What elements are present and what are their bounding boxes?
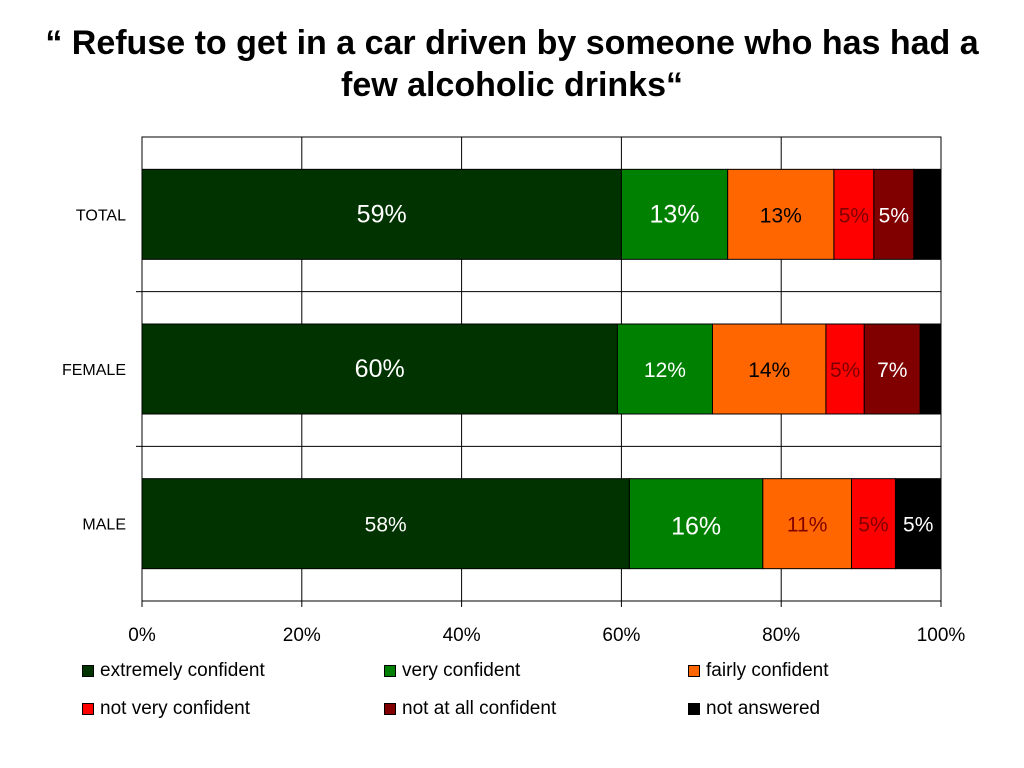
bar-segment	[873, 168, 915, 260]
legend-swatch	[82, 703, 94, 715]
data-label: 5%	[839, 204, 869, 227]
bar-segment	[919, 323, 942, 415]
bar-segment	[616, 323, 713, 415]
x-tick-label: 60%	[602, 625, 640, 646]
data-label: 14%	[748, 359, 790, 382]
legend-item: not answered	[688, 698, 820, 720]
y-category-label: TOTAL	[76, 207, 126, 224]
data-label: 13%	[650, 200, 700, 228]
data-label: 16%	[671, 513, 721, 541]
legend-item: extremely confident	[82, 660, 265, 682]
y-category-label: MALE	[82, 517, 126, 534]
chart-title: “ Refuse to get in a car driven by someo…	[45, 24, 979, 104]
legend-swatch	[688, 703, 700, 715]
x-tick-label: 100%	[917, 625, 966, 646]
data-label: 11%	[787, 514, 827, 537]
data-label: 5%	[858, 514, 888, 537]
legend-swatch	[384, 665, 396, 677]
data-label: 7%	[877, 359, 907, 382]
bar-segment	[913, 168, 942, 260]
legend-swatch	[688, 665, 700, 677]
data-label: 5%	[903, 514, 933, 537]
bar-segment	[141, 168, 622, 260]
x-tick-label: 20%	[283, 625, 321, 646]
y-category-label: FEMALE	[62, 362, 126, 379]
legend-label: not very confident	[100, 698, 250, 719]
bar-segment	[620, 168, 729, 260]
data-label: 12%	[644, 359, 686, 382]
legend-label: not at all confident	[402, 698, 557, 719]
legend-item: fairly confident	[688, 660, 829, 682]
data-label: 5%	[830, 359, 860, 382]
legend-label: very confident	[402, 660, 521, 681]
legend-item: not at all confident	[384, 698, 556, 720]
x-tick-label: 0%	[128, 625, 156, 646]
legend-swatch	[82, 665, 94, 677]
legend-label: fairly confident	[706, 660, 829, 681]
bar-segment	[863, 323, 921, 415]
x-tick-label: 40%	[443, 625, 481, 646]
data-label: 60%	[355, 355, 405, 383]
data-label: 5%	[879, 204, 909, 227]
bar-segment	[825, 323, 865, 415]
stacked-bar-chart: 0% 20% 40% 60% 80% 100% TOTAL 59% 13% 13% 5% 5% FEMA…	[62, 136, 966, 646]
data-label: 59%	[357, 200, 407, 228]
x-tick-label: 80%	[762, 625, 800, 646]
bar-segment	[851, 478, 896, 570]
legend-item: very confident	[384, 660, 520, 682]
data-label: 13%	[760, 204, 802, 227]
data-label: 58%	[365, 514, 407, 537]
bar-segment	[628, 478, 764, 570]
legend-label: extremely confident	[100, 660, 265, 681]
legend-label: not answered	[706, 698, 821, 719]
bar-segment	[894, 478, 942, 570]
bar-segment	[141, 323, 618, 415]
legend-item: not very confident	[82, 698, 250, 720]
bar-segment	[711, 323, 827, 415]
legend-swatch	[384, 703, 396, 715]
